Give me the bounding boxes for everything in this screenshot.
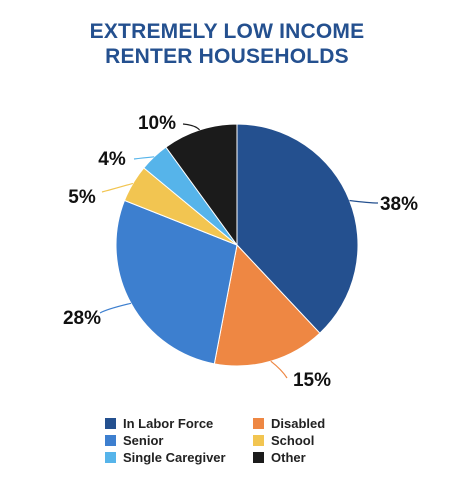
legend-item-single-caregiver: Single Caregiver (105, 450, 226, 465)
legend-swatch-single-caregiver (105, 452, 116, 463)
legend-label-disabled: Disabled (271, 416, 325, 431)
legend-item-disabled: Disabled (253, 416, 325, 431)
legend-label-senior: Senior (123, 433, 163, 448)
slice-label-single-caregiver: 4% (98, 149, 126, 170)
legend-label-in-labor-force: In Labor Force (123, 416, 213, 431)
legend-label-school: School (271, 433, 314, 448)
pie-slice-other (165, 123, 238, 247)
slice-label-in-labor-force: 38% (380, 194, 418, 215)
slice-labels: 38% 15% 28% 5%4% 10% (63, 113, 418, 391)
legend-swatch-in-labor-force (105, 418, 116, 429)
leader-line-senior (99, 302, 132, 314)
legend-item-senior: Senior (105, 433, 163, 448)
legend-label-other: Other (271, 450, 306, 465)
slice-label-disabled: 15% (293, 370, 331, 391)
chart-title-line-1: EXTREMELY LOW INCOME (90, 20, 365, 43)
leader-line-other (182, 123, 201, 131)
chart-title-line-2: RENTER HOUSEHOLDS (105, 45, 349, 68)
legend-label-single-caregiver: Single Caregiver (123, 450, 226, 465)
legend-item-school: School (253, 433, 314, 448)
legend-swatch-disabled (253, 418, 264, 429)
slice-label-other: 10% (138, 113, 176, 134)
legend: In Labor Force Disabled Senior School Single… (105, 416, 325, 465)
pie-slices (115, 123, 359, 367)
pie-slice-disabled (213, 243, 321, 367)
leader-line-single-caregiver (133, 156, 155, 160)
legend-swatch-senior (105, 435, 116, 446)
legend-item-in-labor-force: In Labor Force (105, 416, 213, 431)
leader-line-school (101, 182, 134, 193)
label-leader-lines (99, 123, 379, 379)
leader-line-in-labor-force (349, 199, 379, 204)
leader-line-disabled (270, 360, 288, 379)
slice-label-senior: 28% (63, 308, 101, 329)
slice-label-school: 5% (68, 187, 96, 208)
legend-swatch-other (253, 452, 264, 463)
legend-item-other: Other (253, 450, 306, 465)
legend-swatch-school (253, 435, 264, 446)
